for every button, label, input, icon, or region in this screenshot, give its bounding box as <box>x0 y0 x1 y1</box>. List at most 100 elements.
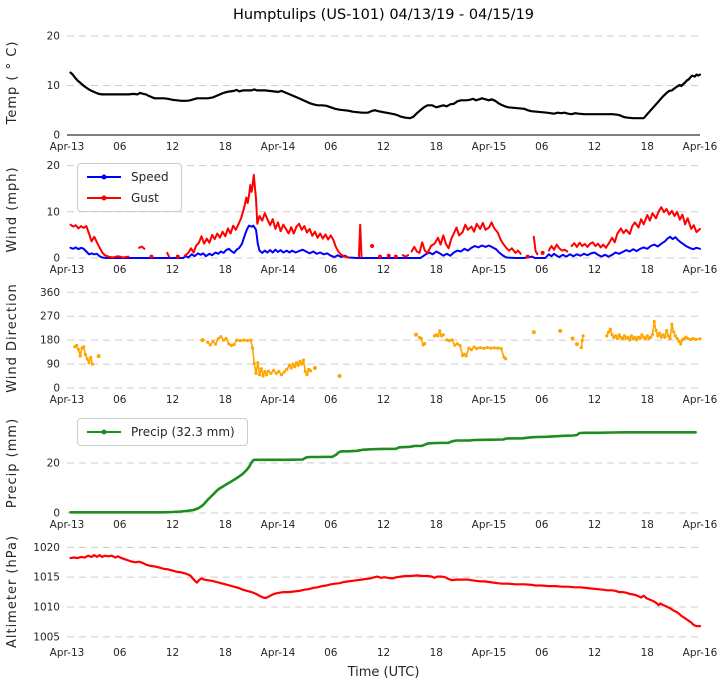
direction-marker <box>698 337 702 341</box>
x-tick-label: 18 <box>430 394 443 406</box>
direction-marker <box>615 336 619 341</box>
x-tick-label: Apr-16 <box>683 394 718 406</box>
direction-marker <box>90 362 95 366</box>
direction-marker <box>626 335 630 339</box>
direction-marker <box>659 335 663 339</box>
direction-marker <box>673 334 677 338</box>
x-tick-label: 18 <box>430 141 443 153</box>
direction-marker <box>688 337 692 342</box>
x-tick-label: 12 <box>166 264 179 276</box>
gust-point <box>386 253 391 258</box>
x-tick-label: 18 <box>641 647 654 659</box>
direction-point <box>200 338 205 343</box>
gust-series-line <box>547 243 569 253</box>
direction-marker <box>285 367 289 371</box>
x-tick-label: 06 <box>535 519 549 531</box>
direction-marker <box>455 342 459 346</box>
gust-point <box>377 254 382 259</box>
legend-item-gust: Gust <box>87 191 169 205</box>
direction-marker <box>300 362 304 366</box>
direction-marker <box>293 365 297 369</box>
direction-point <box>558 328 563 333</box>
x-tick-label: Apr-15 <box>472 519 507 531</box>
x-tick-label: Apr-15 <box>472 141 507 153</box>
x-tick-label: Apr-15 <box>472 394 507 406</box>
x-tick-label: 06 <box>324 264 338 276</box>
x-tick-label: 12 <box>588 394 601 406</box>
direction-marker <box>450 338 454 342</box>
direction-y-axis-title: Wind Direction <box>5 283 20 393</box>
direction-marker <box>657 331 662 335</box>
x-tick-label: Apr-13 <box>50 264 85 276</box>
direction-marker <box>475 347 479 351</box>
direction-marker <box>666 334 670 338</box>
direction-marker <box>227 342 231 346</box>
gust-point <box>540 250 545 255</box>
x-tick-label: 18 <box>641 394 654 406</box>
direction-marker <box>622 334 626 338</box>
temp-y-tick-label: 20 <box>47 30 60 42</box>
x-tick-label: 18 <box>219 264 232 276</box>
direction-point <box>531 330 536 335</box>
direction-marker <box>650 332 655 337</box>
direction-marker <box>82 345 86 349</box>
wind-y-tick-label: 0 <box>53 253 60 265</box>
direction-marker <box>277 369 281 374</box>
x-tick-label: 12 <box>588 141 601 153</box>
direction-marker <box>252 361 256 366</box>
x-tick-label: Apr-14 <box>261 264 296 276</box>
direction-marker <box>224 336 228 341</box>
altimeter-panel: 1005 1010 1015 1020 Apr-13 06 12 18 Apr-14 06 12 18… <box>5 535 718 659</box>
x-tick-label: Apr-14 <box>261 394 296 406</box>
direction-marker <box>263 369 267 374</box>
x-tick-label: 06 <box>113 647 127 659</box>
direction-marker <box>447 339 452 343</box>
direction-marker <box>638 336 642 341</box>
x-tick-label: Apr-13 <box>50 394 85 406</box>
direction-marker <box>581 334 585 338</box>
direction-marker <box>221 338 226 342</box>
direction-marker <box>661 333 665 337</box>
direction-marker <box>257 373 262 377</box>
direction-marker <box>628 338 632 342</box>
direction-marker <box>216 337 220 341</box>
direction-marker <box>266 369 270 373</box>
direction-marker <box>242 338 246 342</box>
direction-marker <box>208 343 212 347</box>
altimeter-y-tick-label: 1015 <box>33 572 60 584</box>
legend-item-precip: Precip (32.3 mm) <box>87 425 235 439</box>
temp-series-line <box>69 71 702 120</box>
direction-marker <box>219 335 223 339</box>
direction-marker <box>238 339 242 343</box>
direction-marker <box>629 334 634 338</box>
x-tick-label: 06 <box>535 394 549 406</box>
direction-marker <box>668 336 672 341</box>
precip-marker-dot <box>101 429 107 435</box>
direction-marker <box>75 343 79 348</box>
speed-series-line <box>69 224 701 259</box>
speed-line-sample <box>87 174 121 180</box>
wind-legend: Speed Gust <box>77 163 182 212</box>
direction-point <box>414 332 419 337</box>
gust-series-line <box>410 221 522 255</box>
temp-panel: 0 10 20 Apr-13 06 12 18 Apr-14 06 12 18 Apr-15 06 12 1… <box>5 30 718 153</box>
gust-point <box>149 254 154 259</box>
x-tick-label: 12 <box>588 264 601 276</box>
direction-marker <box>652 319 656 324</box>
direction-marker <box>303 369 307 374</box>
x-tick-label: 06 <box>324 519 338 531</box>
direction-marker <box>677 339 681 343</box>
x-tick-label: 06 <box>113 264 127 276</box>
gust-series-line <box>183 173 350 259</box>
temp-y-axis-title: Temp ( ° C) <box>5 41 20 126</box>
gust-series-line <box>357 223 363 258</box>
direction-marker <box>675 336 679 341</box>
x-tick-label: 06 <box>324 647 338 659</box>
direction-marker <box>482 346 486 350</box>
direction-marker <box>445 338 449 342</box>
direction-marker <box>419 336 423 341</box>
x-tick-label: 06 <box>324 394 338 406</box>
x-tick-label: 18 <box>430 264 443 276</box>
direction-marker <box>499 347 503 351</box>
direction-marker <box>621 336 625 341</box>
